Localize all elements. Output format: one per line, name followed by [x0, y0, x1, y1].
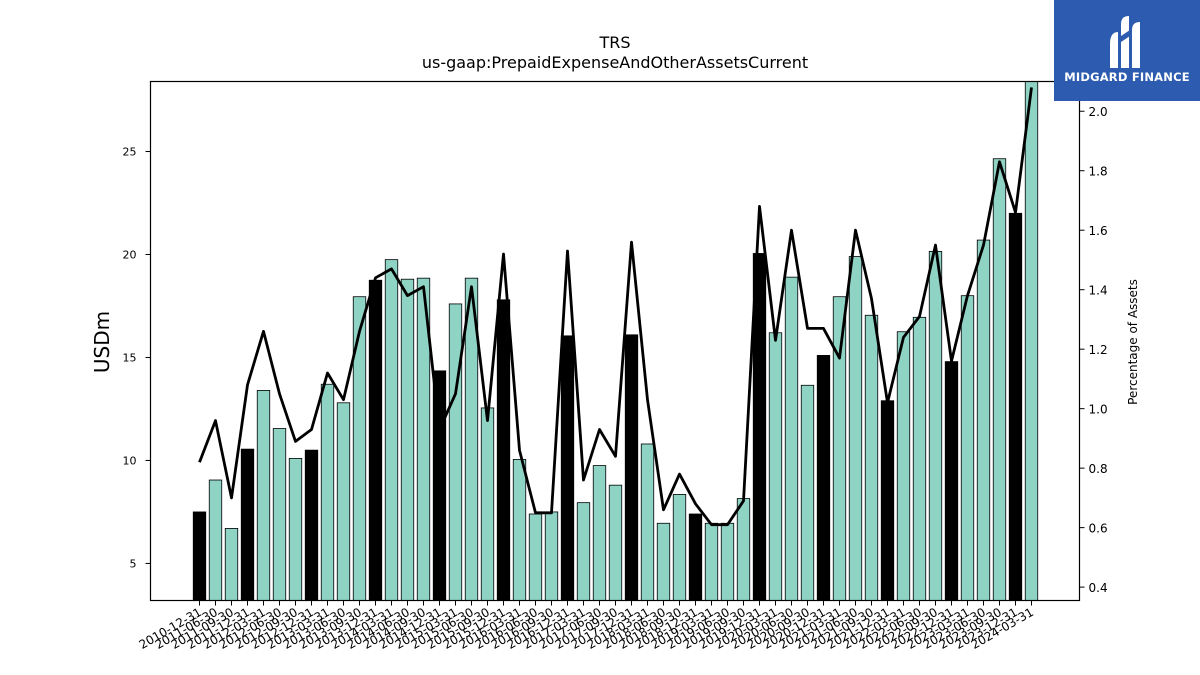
y-tick-label: 20: [123, 249, 137, 262]
y2-tick-label: 1.2: [1089, 343, 1108, 357]
bar-2020-06-30: [800, 384, 815, 601]
bar-2011-09-30: [240, 448, 255, 601]
y-axis-label: USDm: [90, 311, 114, 373]
y2-tick-label: 1.6: [1089, 224, 1108, 238]
bars-layer: [192, 81, 1039, 601]
bar-2021-12-31: [896, 331, 911, 601]
bar-2015-12-31: [512, 459, 527, 601]
bar-2023-03-31: [976, 239, 991, 601]
bar-2022-12-31: [960, 295, 975, 601]
bar-2022-09-30: [944, 361, 959, 601]
logo-mark-icon: [1110, 16, 1140, 68]
bar-2020-09-30: [816, 355, 831, 601]
bar-2011-03-31: [208, 479, 223, 601]
bar-2017-12-31: [640, 443, 655, 601]
bar-2011-06-30: [224, 528, 239, 601]
bar-2012-09-30: [304, 449, 319, 601]
bar-2010-12-31: [192, 511, 207, 601]
bar-2018-06-30: [672, 494, 687, 601]
y-axis-right: 0.4 0.6 0.8 1.0 1.2 1.4 1.6 1.8 2.0: [1079, 105, 1108, 595]
bar-2018-12-31: [704, 522, 719, 601]
bar-2013-03-31: [336, 402, 351, 601]
y2-tick-label: 2.0: [1089, 105, 1108, 119]
bar-2016-06-30: [544, 511, 559, 601]
y2-tick-label: 1.0: [1089, 403, 1108, 417]
bar-2012-06-30: [288, 457, 303, 601]
bar-2015-09-30: [496, 299, 511, 601]
chart-subtitle: us-gaap:PrepaidExpenseAndOtherAssetsCurr…: [422, 53, 808, 72]
bar-2014-09-30: [432, 370, 447, 601]
y2-tick-label: 0.8: [1089, 462, 1108, 476]
bar-2017-03-31: [592, 465, 607, 601]
bar-2011-12-31: [256, 390, 271, 601]
y2-tick-label: 1.8: [1089, 165, 1108, 179]
bar-2018-09-30: [688, 513, 703, 601]
bar-2013-12-31: [384, 259, 399, 601]
y-tick-label: 5: [130, 557, 137, 570]
bar-2014-03-31: [400, 278, 415, 601]
y-tick-label: 10: [123, 454, 137, 467]
bar-2022-03-31: [912, 316, 927, 601]
y-tick-label: 15: [123, 351, 137, 364]
bar-2019-06-30: [736, 498, 751, 601]
bar-2017-09-30: [624, 334, 639, 601]
bar-2015-06-30: [480, 407, 495, 601]
bar-2019-03-31: [720, 522, 735, 601]
bar-2014-12-31: [448, 303, 463, 601]
y-tick-label: 25: [123, 146, 137, 159]
bar-2012-12-31: [320, 383, 335, 601]
brand-name: MIDGARD FINANCE: [1064, 70, 1190, 84]
brand-logo: MIDGARD FINANCE: [1054, 0, 1200, 101]
y2-tick-label: 0.4: [1089, 581, 1108, 595]
bar-2016-09-30: [560, 335, 575, 601]
y-axis-left: 5 10 15 20 25: [123, 146, 151, 570]
bar-2017-06-30: [608, 484, 623, 601]
bar-2016-12-31: [576, 502, 591, 601]
bar-2019-12-31: [768, 332, 783, 601]
bar-2023-12-31: [1024, 81, 1039, 601]
percentage-line: [198, 87, 1033, 527]
bar-2023-09-30: [1008, 212, 1023, 601]
y2-axis-label: Percentage of Assets: [1126, 279, 1140, 405]
bar-2020-12-31: [832, 296, 847, 601]
bar-2012-03-31: [272, 428, 287, 601]
bar-2021-06-30: [864, 314, 879, 601]
bar-2013-06-30: [352, 296, 367, 601]
bar-2022-06-30: [928, 251, 943, 601]
bar-2013-09-30: [368, 279, 383, 601]
bar-2016-03-31: [528, 513, 543, 601]
x-axis: 2010-12-312011-06-302011-09-302011-12-31…: [137, 600, 1036, 652]
y2-tick-label: 1.4: [1089, 284, 1108, 298]
bar-2018-03-31: [656, 522, 671, 601]
y2-tick-label: 0.6: [1089, 522, 1108, 536]
bar-2023-06-30: [992, 158, 1007, 601]
bar-2020-03-31: [784, 276, 799, 601]
chart-title: TRS: [598, 33, 630, 52]
bar-2021-03-31: [848, 256, 863, 601]
bar-2021-09-30: [880, 400, 895, 601]
